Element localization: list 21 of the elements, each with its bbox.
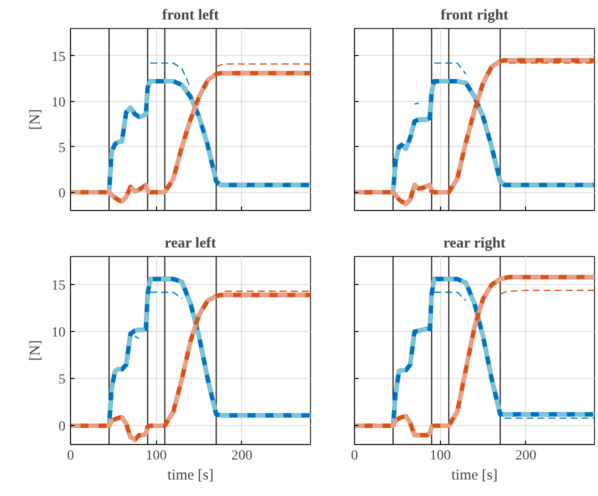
y-tick-label: 0 bbox=[58, 186, 66, 202]
y-tick-label: 10 bbox=[52, 326, 66, 341]
y-tick-label: 15 bbox=[52, 278, 66, 294]
y-tick-label: 10 bbox=[52, 95, 66, 110]
y-tick-label: 5 bbox=[58, 140, 66, 156]
x-tick-label: 200 bbox=[515, 448, 536, 464]
y-tick-label: 15 bbox=[52, 50, 66, 65]
y-axis-title: [N] bbox=[28, 109, 44, 130]
chart-title: front left bbox=[162, 8, 219, 24]
chart-title: rear right bbox=[443, 236, 506, 252]
chart-title: rear left bbox=[164, 236, 216, 252]
x-tick-label: 100 bbox=[146, 448, 167, 464]
y-axis-title: [N] bbox=[28, 340, 44, 361]
x-tick-label: 200 bbox=[231, 448, 252, 464]
x-tick-label: 0 bbox=[351, 448, 358, 464]
chart-title: front right bbox=[440, 8, 508, 24]
x-axis-title: time [s] bbox=[451, 468, 498, 484]
x-tick-label: 100 bbox=[430, 448, 451, 464]
y-tick-label: 5 bbox=[58, 372, 66, 388]
x-axis-title: time [s] bbox=[167, 468, 214, 484]
y-tick-label: 0 bbox=[58, 420, 66, 435]
